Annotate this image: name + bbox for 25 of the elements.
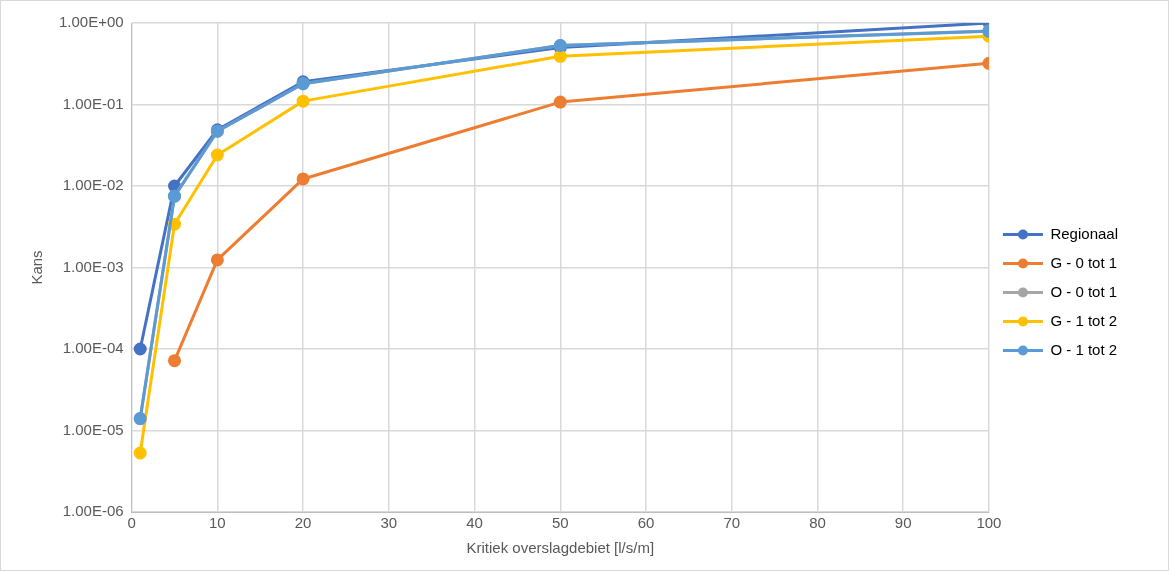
y-axis-title: Kans [28, 250, 46, 285]
y-tick-label: 1.00E-02 [62, 176, 124, 194]
x-tick-label: 20 [294, 514, 312, 532]
y-tick-label: 1.00E-01 [62, 94, 124, 112]
x-tick-label: 50 [551, 514, 569, 532]
legend-label: G - 1 tot 2 [1050, 311, 1118, 329]
legend-label: O - 0 tot 1 [1050, 282, 1118, 300]
y-tick-label: 1.00E-04 [62, 339, 124, 357]
x-tick-label: 40 [466, 514, 483, 532]
legend-label: Regionaal [1050, 224, 1119, 242]
y-tick-label: 1.00E-06 [62, 502, 124, 520]
x-tick-label: 70 [723, 514, 741, 532]
y-tick-label: 1.00E-03 [62, 257, 124, 275]
x-tick-label: 90 [894, 514, 912, 532]
x-tick-label: 30 [380, 514, 398, 532]
legend-label: G - 0 tot 1 [1050, 253, 1118, 271]
x-tick-label: 60 [637, 514, 655, 532]
x-tick-label: 80 [809, 514, 826, 532]
y-tick-label: 1.00E-05 [62, 420, 124, 438]
x-tick-label: 0 [127, 514, 136, 532]
y-tick-label: 1.00E+00 [58, 13, 124, 31]
x-axis-title: Kritiek overslagdebiet [l/s/m] [466, 539, 655, 557]
x-tick-label: 100 [976, 514, 1002, 532]
legend-label: O - 1 tot 2 [1050, 340, 1118, 358]
x-tick-label: 10 [209, 514, 226, 532]
